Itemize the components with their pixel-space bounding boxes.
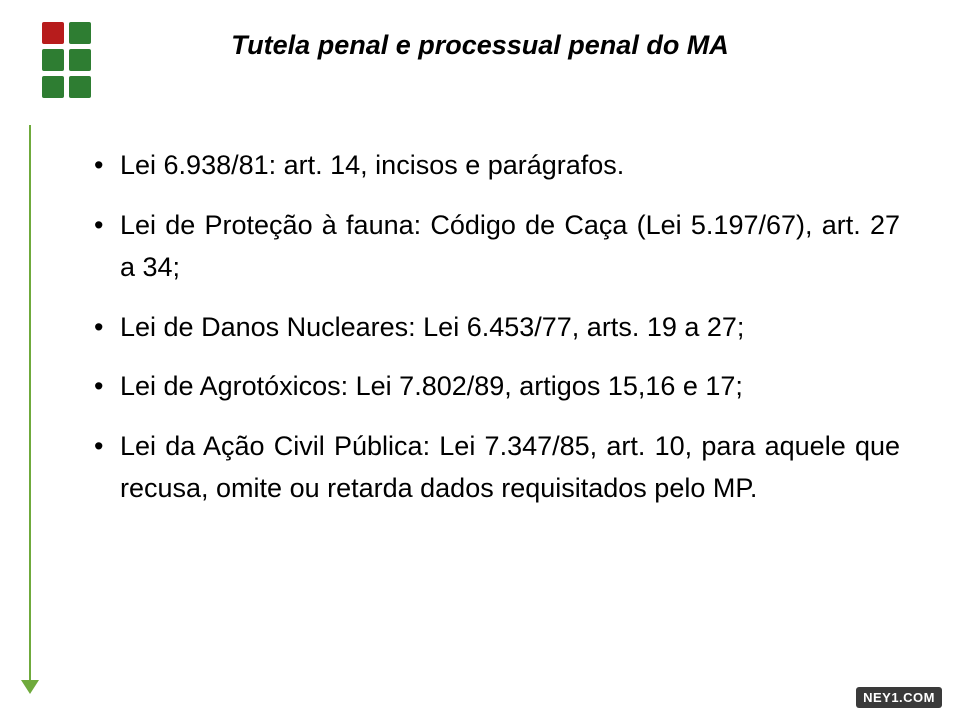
slide-body: Lei 6.938/81: art. 14, incisos e parágra… xyxy=(90,145,900,528)
bullet-item: Lei de Proteção à fauna: Código de Caça … xyxy=(90,205,900,289)
left-vertical-rule xyxy=(29,125,31,685)
logo-square xyxy=(69,76,91,98)
bullet-item: Lei da Ação Civil Pública: Lei 7.347/85,… xyxy=(90,426,900,510)
watermark-badge: NEY1.COM xyxy=(856,687,942,708)
left-rule-arrow-icon xyxy=(21,680,39,694)
bullet-item: Lei 6.938/81: art. 14, incisos e parágra… xyxy=(90,145,900,187)
bullet-item: Lei de Agrotóxicos: Lei 7.802/89, artigo… xyxy=(90,366,900,408)
slide-title: Tutela penal e processual penal do MA xyxy=(0,30,960,61)
bullet-item: Lei de Danos Nucleares: Lei 6.453/77, ar… xyxy=(90,307,900,349)
bullet-list: Lei 6.938/81: art. 14, incisos e parágra… xyxy=(90,145,900,510)
logo-square xyxy=(42,76,64,98)
